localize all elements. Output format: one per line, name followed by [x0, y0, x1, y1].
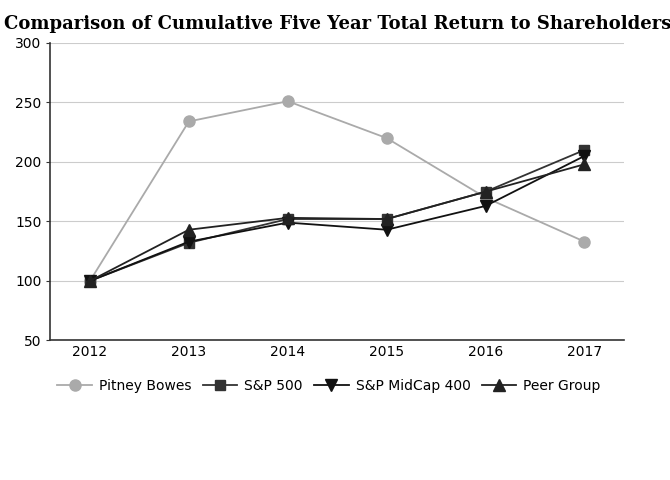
Legend: Pitney Bowes, S&P 500, S&P MidCap 400, Peer Group: Pitney Bowes, S&P 500, S&P MidCap 400, P…	[58, 379, 600, 393]
Title: Comparison of Cumulative Five Year Total Return to Shareholders: Comparison of Cumulative Five Year Total…	[3, 15, 670, 33]
